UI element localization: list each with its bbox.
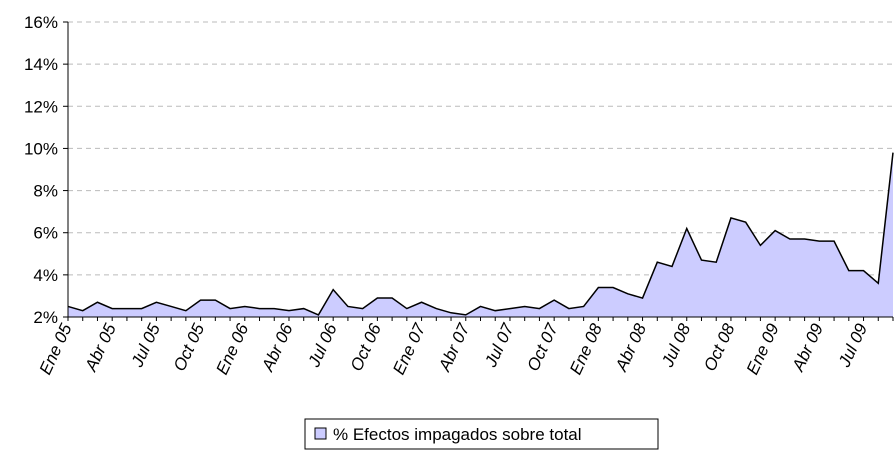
x-tick-label: Ene 08 [566,320,606,377]
x-tick-label: Oct 05 [170,320,209,374]
x-tick-label: Ene 07 [389,320,429,377]
x-tick-label: Jul 07 [481,320,518,371]
y-tick-label: 10% [24,139,58,158]
area [68,152,893,317]
y-tick-label: 4% [33,266,58,285]
y-tick-label: 14% [24,55,58,74]
legend-frame [304,418,659,450]
x-tick-label: Abr 09 [788,320,827,375]
legend: % Efectos impagados sobre total [304,418,659,450]
x-tick-label: Abr 05 [81,320,120,375]
x-tick-label: Ene 09 [743,320,783,377]
y-tick-label: 12% [24,97,58,116]
line [67,152,894,316]
x-tick-label: Oct 06 [347,320,386,374]
x-tick-label: Abr 07 [435,320,474,375]
x-tick-label: Jul 08 [658,320,695,371]
legend-swatch [314,427,327,440]
x-tick-label: Ene 05 [36,320,76,377]
x-tick-label: Abr 06 [258,320,297,375]
x-tick-label: Jul 05 [127,320,164,371]
legend-label: % Efectos impagados sobre total [333,425,582,444]
x-tick-label: Oct 08 [700,320,739,374]
y-tick-label: 6% [33,224,58,243]
x-tick-label: Ene 06 [212,320,252,377]
x-tick-label: Jul 09 [834,320,871,371]
y-tick-label: 2% [33,308,58,327]
x-tick-label: Oct 07 [523,320,562,374]
y-tick-label: 8% [33,182,58,201]
x-tick-label: Abr 08 [611,320,650,375]
y-tick-label: 16% [24,13,58,32]
x-tick-label: Jul 06 [304,320,341,371]
